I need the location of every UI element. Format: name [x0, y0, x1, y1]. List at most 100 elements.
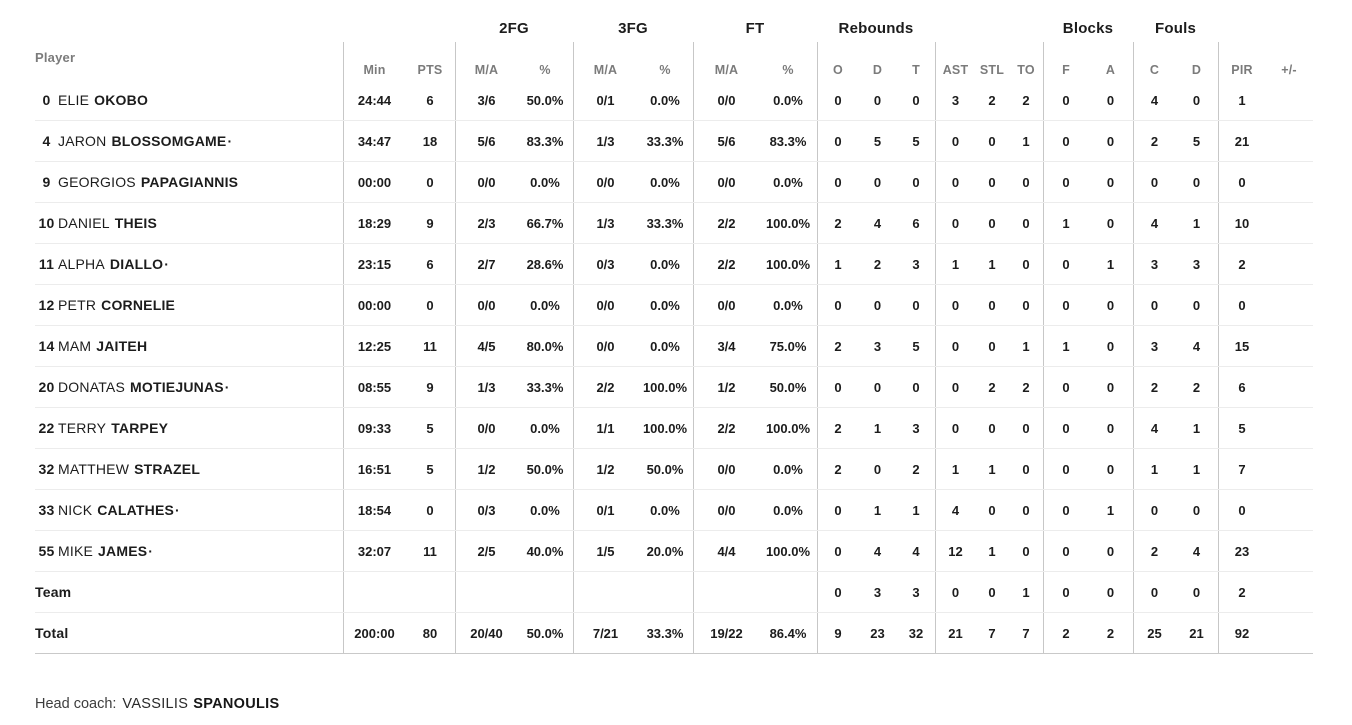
stat-3fg-ma: 1/5 — [573, 531, 637, 571]
table-group-header-row: 2FG 3FG FT Rebounds Blocks Fouls — [35, 0, 1313, 42]
player-cell: 0 ELIE OKOBO — [35, 80, 343, 120]
col-header-to: TO — [1017, 63, 1035, 77]
player-cell: 32 MATTHEW STRAZEL — [35, 449, 343, 489]
player-cell: 14 MAM JAITEH — [35, 326, 343, 366]
stat-block-f: 0 — [1043, 490, 1088, 530]
stat-stl: 2 — [988, 92, 996, 108]
player-name-link[interactable]: JARON BLOSSOMGAME · — [58, 133, 232, 149]
stat-plus-minus — [1265, 80, 1313, 120]
stat-block-f: 0 — [1043, 572, 1088, 612]
stat-reb-o: 0 — [817, 490, 858, 530]
col-header-reb-o: O — [817, 42, 858, 80]
stat-3fg-pct: 33.3% — [646, 133, 684, 149]
stat-min — [343, 572, 405, 612]
player-cell: 33 NICK CALATHES · — [35, 490, 343, 530]
player-cell: 9 GEORGIOS PAPAGIANNIS — [35, 162, 343, 202]
stat-reb-t: 0 — [912, 297, 920, 313]
stat-ft-pct — [759, 572, 817, 612]
stat-pts: 0 — [426, 174, 434, 190]
stat-min: 16:51 — [343, 449, 405, 489]
stat-ft-ma: 2/2 — [693, 244, 759, 284]
player-first-name: NICK — [58, 502, 93, 518]
stat-2fg-pct — [517, 572, 573, 612]
player-cell: 55 MIKE JAMES · — [35, 531, 343, 571]
stat-foul-d: 0 — [1192, 297, 1201, 313]
stat-pts: 18 — [422, 133, 438, 149]
starter-indicator: · — [164, 256, 170, 272]
stat-foul-c: 0 — [1133, 490, 1175, 530]
player-name-link[interactable]: MATTHEW STRAZEL — [58, 461, 200, 477]
stat-stl: 0 — [988, 420, 996, 436]
stat-3fg-ma: 0/3 — [573, 244, 637, 284]
stat-2fg-ma: 1/2 — [455, 449, 517, 489]
stat-block-f: 1 — [1043, 203, 1088, 243]
stat-2fg-pct: 50.0% — [526, 625, 564, 641]
stat-foul-d: 5 — [1192, 133, 1201, 149]
player-cell: 20 DONATAS MOTIEJUNAS · — [35, 367, 343, 407]
stat-3fg-ma: 0/0 — [573, 285, 637, 325]
player-name-link[interactable]: GEORGIOS PAPAGIANNIS — [58, 174, 238, 190]
stat-ft-pct: 100.0% — [765, 256, 811, 272]
stat-min: 32:07 — [343, 531, 405, 571]
col-header-ft-ma: M/A — [693, 42, 759, 80]
stat-3fg-ma: 7/21 — [573, 613, 637, 653]
stat-ft-ma: 0/0 — [693, 162, 759, 202]
stat-pir: 5 — [1218, 408, 1265, 448]
player-name-link[interactable]: DONATAS MOTIEJUNAS · — [58, 379, 230, 395]
stat-to: 1 — [1022, 584, 1030, 600]
col-header-2fg-ma: M/A — [455, 42, 517, 80]
stat-reb-d: 0 — [873, 379, 882, 395]
player-name-link[interactable]: MIKE JAMES · — [58, 543, 153, 559]
stat-pts: 80 — [422, 625, 438, 641]
player-name-link[interactable]: NICK CALATHES · — [58, 502, 180, 518]
stat-min: 24:44 — [343, 80, 405, 120]
stat-ft-pct: 100.0% — [765, 215, 811, 231]
player-name-link[interactable]: TERRY TARPEY — [58, 420, 168, 436]
stat-3fg-pct: 0.0% — [650, 338, 680, 354]
player-name-link[interactable]: PETR CORNELIE — [58, 297, 175, 313]
group-header-fouls: Fouls — [1155, 20, 1196, 37]
stat-3fg-pct: 0.0% — [650, 256, 680, 272]
jersey-number: 14 — [38, 338, 55, 354]
stat-2fg-ma: 3/6 — [455, 80, 517, 120]
player-name-link[interactable]: ELIE OKOBO — [58, 92, 148, 108]
stat-pir: 0 — [1218, 490, 1265, 530]
stat-reb-o: 0 — [817, 531, 858, 571]
stat-pts: 9 — [426, 215, 434, 231]
stat-2fg-ma: 1/3 — [455, 367, 517, 407]
stat-block-f: 0 — [1043, 80, 1088, 120]
player-first-name: PETR — [58, 297, 97, 313]
starter-indicator: · — [224, 379, 230, 395]
stat-plus-minus — [1265, 121, 1313, 161]
stat-to: 0 — [1022, 256, 1030, 272]
stat-ft-ma: 3/4 — [693, 326, 759, 366]
stat-2fg-ma: 0/3 — [455, 490, 517, 530]
stat-reb-d: 0 — [873, 174, 882, 190]
stat-pts: 0 — [426, 502, 434, 518]
stat-pir: 6 — [1218, 367, 1265, 407]
stat-ft-pct: 0.0% — [773, 502, 803, 518]
stat-2fg-pct: 66.7% — [526, 215, 564, 231]
head-coach-last-name: SPANOULIS — [193, 696, 280, 712]
player-last-name: JAMES — [98, 543, 148, 559]
stat-reb-o: 0 — [817, 80, 858, 120]
stat-foul-d: 0 — [1192, 174, 1201, 190]
player-name-link[interactable]: MAM JAITEH — [58, 338, 147, 354]
stat-to: 0 — [1022, 543, 1030, 559]
row-label: Team — [35, 572, 343, 612]
player-last-name: THEIS — [114, 215, 158, 231]
stat-pir: 10 — [1218, 203, 1265, 243]
group-header-rebounds: Rebounds — [838, 20, 914, 37]
stat-3fg-ma: 0/0 — [573, 326, 637, 366]
group-header-ft: FT — [745, 20, 765, 37]
player-cell: 22 TERRY TARPEY — [35, 408, 343, 448]
stat-reb-t: 3 — [912, 420, 920, 436]
player-name-link[interactable]: DANIEL THEIS — [58, 215, 157, 231]
player-name-link[interactable]: ALPHA DIALLO · — [58, 256, 169, 272]
stat-reb-o: 0 — [817, 121, 858, 161]
stat-foul-d: 2 — [1192, 379, 1201, 395]
stat-foul-d: 21 — [1189, 625, 1204, 641]
col-header-min: Min — [343, 42, 405, 80]
player-last-name: MOTIEJUNAS — [130, 379, 224, 395]
stat-foul-d: 0 — [1192, 92, 1201, 108]
